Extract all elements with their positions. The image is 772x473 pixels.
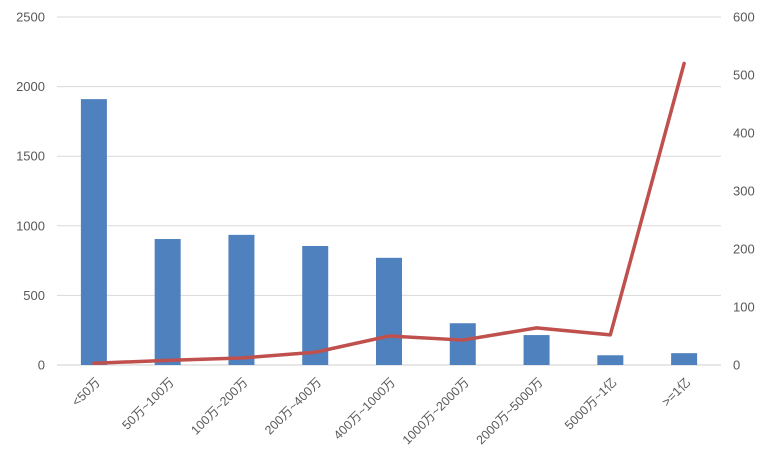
trend-line bbox=[92, 61, 686, 366]
left-axis-tick-label: 1000 bbox=[16, 218, 45, 233]
bar bbox=[449, 323, 476, 365]
right-axis-tick-label: 300 bbox=[733, 184, 755, 199]
left-axis-tick-label: 2000 bbox=[16, 79, 45, 94]
left-axis-tick-label: 2500 bbox=[16, 10, 45, 25]
bar bbox=[154, 239, 181, 365]
bar bbox=[597, 355, 624, 365]
bar bbox=[376, 257, 402, 365]
bar bbox=[80, 99, 107, 366]
right-axis-tick-label: 400 bbox=[733, 126, 755, 141]
left-axis-tick-label: 500 bbox=[23, 288, 45, 303]
right-axis-tick-label: 600 bbox=[733, 10, 755, 25]
right-axis-tick-label: 100 bbox=[733, 300, 755, 315]
bar bbox=[671, 353, 698, 365]
right-axis-tick-label: 0 bbox=[733, 358, 740, 373]
bar bbox=[523, 335, 550, 365]
left-axis-tick-label: 0 bbox=[38, 358, 45, 373]
bar bbox=[228, 234, 255, 365]
left-axis-tick-label: 1500 bbox=[16, 149, 45, 164]
bar bbox=[302, 245, 329, 365]
right-axis-tick-label: 500 bbox=[733, 68, 755, 83]
right-axis-tick-label: 200 bbox=[733, 242, 755, 257]
